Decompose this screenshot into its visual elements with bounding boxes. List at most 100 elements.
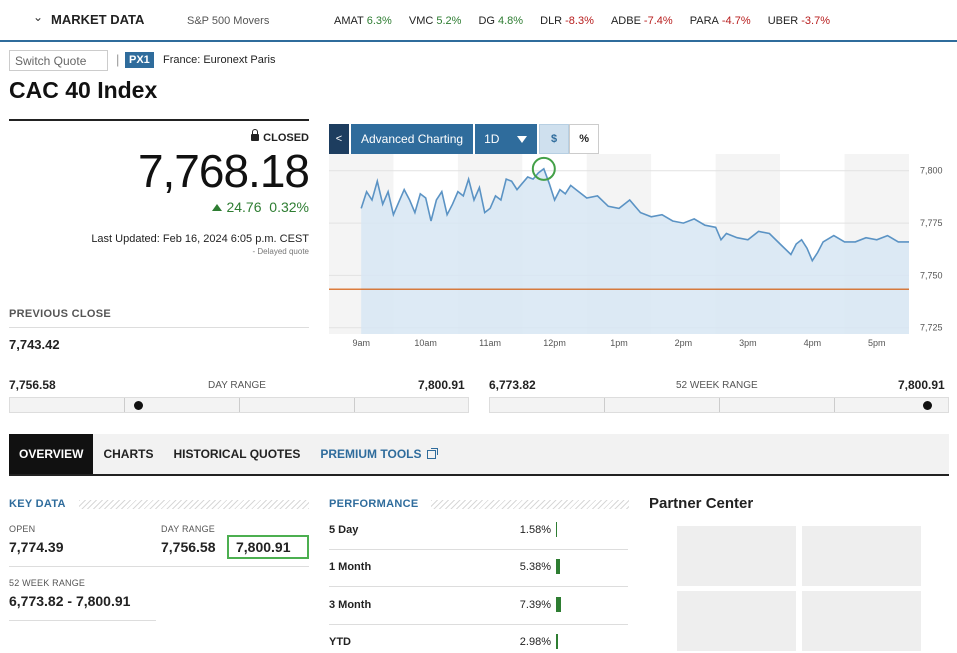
percent-toggle[interactable]: % (569, 124, 600, 154)
highlight-box (227, 535, 309, 559)
key-day-range-label: DAY RANGE (161, 524, 215, 534)
performance-row: YTD 2.98% (329, 625, 628, 653)
previous-close-value: 7,743.42 (9, 337, 60, 352)
x-tick-label: 4pm (804, 338, 822, 348)
day-range-label: DAY RANGE (208, 380, 266, 391)
partner-tile[interactable] (677, 591, 796, 651)
tab-overview[interactable]: OVERVIEW (9, 434, 94, 474)
last-updated: Last Updated: Feb 16, 2024 6:05 p.m. CES… (91, 233, 309, 245)
tab-premium-tools-label: PREMIUM TOOLS (320, 447, 422, 461)
performance-bar (556, 634, 558, 649)
market-data-title[interactable]: MARKET DATA (51, 12, 145, 27)
ticker-change: 4.8% (497, 15, 524, 27)
week52-range-low: 6,773.82 (489, 378, 536, 392)
y-axis-ticks: 7,800 7,775 7,750 7,725 (920, 166, 943, 333)
performance-row: 1 Month 5.38% (329, 550, 628, 587)
partner-center-title: Partner Center (649, 495, 754, 512)
ticker-symbol: AMAT (334, 15, 364, 27)
week52-range-marker (922, 401, 932, 410)
performance-bar (556, 522, 557, 537)
key-day-range-high: 7,800.91 (236, 539, 291, 555)
ticker-change: -7.4% (643, 15, 673, 27)
price-change: 24.76 0.32% (212, 199, 309, 215)
ticker-change: -3.7% (801, 15, 830, 27)
performance-value: 5.38% (519, 561, 551, 573)
change-percent: 0.32% (269, 199, 309, 215)
ticker-item[interactable]: UBER -3.7% (768, 15, 830, 27)
range-segment (354, 398, 355, 412)
tab-charts[interactable]: CHARTS (103, 447, 154, 461)
exchange-badge: PX1 (125, 52, 154, 68)
ticker-item[interactable]: PARA -4.7% (690, 15, 751, 27)
ticker-item[interactable]: DG 4.8% (478, 15, 523, 27)
key-week52-value: 6,773.82 - 7,800.91 (9, 593, 131, 609)
period-dropdown[interactable]: 1D (475, 124, 538, 154)
quote-tabs: OVERVIEW CHARTS HISTORICAL QUOTES PREMIU… (9, 434, 949, 476)
market-status: CLOSED (251, 129, 309, 144)
ticker-change: -4.7% (721, 15, 751, 27)
open-value: 7,774.39 (9, 539, 64, 555)
performance-bar (556, 559, 560, 574)
tab-premium-tools[interactable]: PREMIUM TOOLS (310, 434, 445, 474)
chart-area-fill (361, 168, 909, 334)
week52-range-high: 7,800.91 (898, 378, 945, 392)
chevron-down-icon[interactable]: ⌄ (33, 10, 44, 24)
partner-tile[interactable] (802, 591, 921, 651)
switch-quote-input[interactable]: Switch Quote (9, 50, 108, 71)
sp500-movers-label[interactable]: S&P 500 Movers (187, 15, 270, 27)
tab-historical-quotes[interactable]: HISTORICAL QUOTES (173, 447, 301, 461)
ticker-change: -8.3% (565, 15, 594, 27)
ticker-item[interactable]: AMAT 6.3% (334, 15, 392, 27)
x-tick-label: 1pm (610, 338, 628, 348)
performance-period: 3 Month (329, 599, 372, 611)
ticker-item[interactable]: ADBE -7.4% (611, 15, 673, 27)
key-day-range-low: 7,756.58 (161, 539, 216, 555)
ticker-item[interactable]: DLR -8.3% (540, 15, 594, 27)
advanced-charting-button[interactable]: Advanced Charting (351, 124, 474, 154)
performance-heading: PERFORMANCE (329, 498, 419, 510)
heading-rule (431, 500, 629, 509)
day-range-low: 7,756.58 (9, 378, 56, 392)
x-tick-label: 5pm (868, 338, 886, 348)
x-tick-label: 10am (414, 338, 437, 348)
ticker-symbol: DLR (540, 15, 563, 27)
intraday-chart[interactable]: 7,800 7,775 7,750 7,725 9am 10am 11am 12pm 1pm 2… (329, 124, 949, 354)
ticker-item[interactable]: VMC 5.2% (409, 15, 462, 27)
external-link-icon (426, 447, 438, 459)
x-tick-label: 11am (479, 338, 501, 348)
partner-tile[interactable] (802, 526, 921, 586)
ticker-list: AMAT 6.3% VMC 5.2% DG 4.8% DLR -8.3% ADBE -7.… (334, 15, 844, 27)
x-tick-label: 2pm (675, 338, 693, 348)
y-tick-label: 7,725 (920, 323, 943, 333)
y-tick-label: 7,750 (920, 270, 943, 280)
performance-value: 1.58% (519, 524, 551, 536)
performance-bar (556, 597, 561, 612)
key-data-heading: KEY DATA (9, 498, 66, 510)
change-value: 24.76 (226, 199, 262, 215)
x-tick-label: 12pm (543, 338, 566, 348)
open-label: OPEN (9, 524, 36, 534)
price-top-rule (9, 119, 309, 121)
caret-down-icon (517, 136, 528, 143)
ticker-symbol: VMC (408, 15, 434, 27)
day-range-marker (133, 401, 143, 410)
ticker-change: 5.2% (436, 15, 462, 27)
divider (9, 327, 309, 328)
day-range-bar (9, 397, 469, 413)
chart-back-button[interactable]: < (329, 124, 349, 154)
week52-range-bar (489, 397, 949, 413)
performance-value: 7.39% (519, 599, 551, 611)
lock-icon (251, 129, 260, 141)
currency-toggle[interactable]: $ (539, 124, 570, 154)
partner-tile[interactable] (677, 526, 796, 586)
ticker-symbol: ADBE (610, 15, 641, 27)
performance-value: 2.98% (519, 636, 551, 648)
x-tick-label: 3pm (739, 338, 757, 348)
divider (9, 566, 309, 567)
ticker-symbol: PARA (689, 15, 719, 27)
x-axis-ticks: 9am 10am 11am 12pm 1pm 2pm 3pm 4pm 5pm (352, 338, 885, 348)
ticker-symbol: UBER (767, 15, 799, 27)
range-segment (604, 398, 605, 412)
key-week52-label: 52 WEEK RANGE (9, 578, 86, 588)
day-range-high: 7,800.91 (418, 378, 465, 392)
